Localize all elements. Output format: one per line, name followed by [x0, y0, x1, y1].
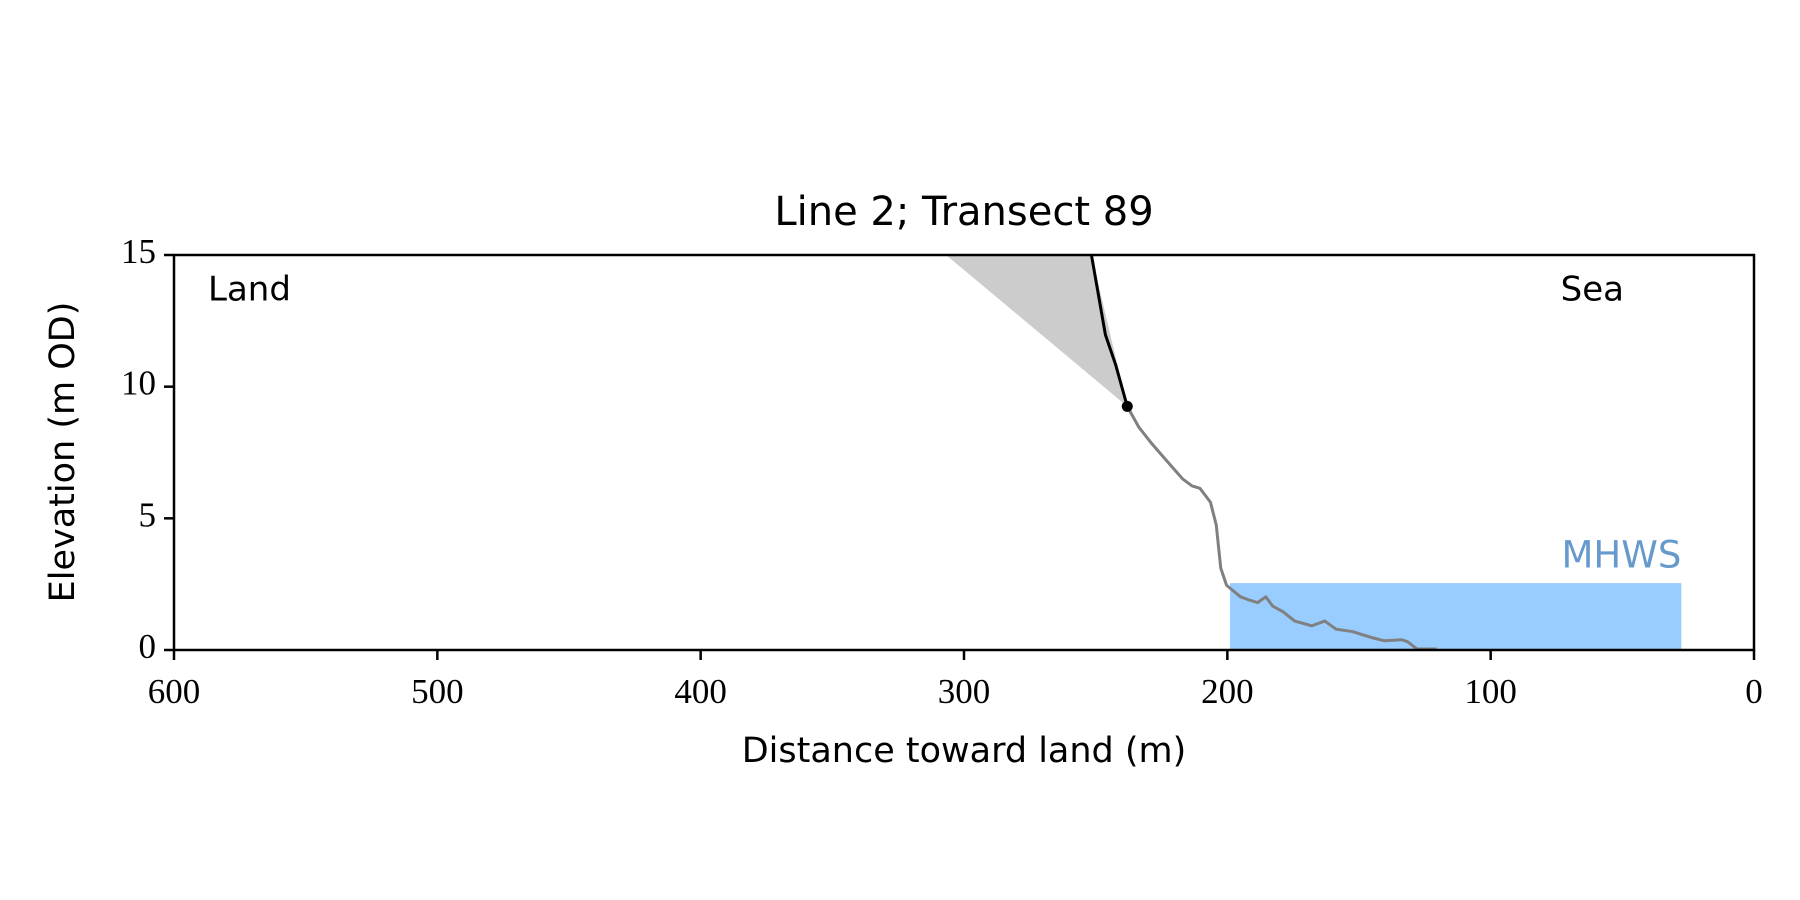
point [1121, 400, 1133, 412]
y-tick-label: 10 [121, 364, 156, 403]
y-tick-label: 0 [139, 627, 157, 666]
x-tick-label: 600 [148, 672, 201, 711]
annotation: Land [208, 270, 291, 310]
x-tick-label: 300 [938, 672, 991, 711]
x-tick-label: 500 [411, 672, 464, 711]
shaded-region [946, 255, 1128, 407]
x-tick-label: 200 [1201, 672, 1254, 711]
band-label: MHWS [1561, 534, 1681, 577]
y-tick-label: 15 [121, 232, 156, 271]
line [1125, 405, 1437, 651]
x-tick-label: 100 [1464, 672, 1517, 711]
y-tick-label: 5 [139, 495, 157, 534]
line [1089, 254, 1129, 407]
y-axis-label: Elevation (m OD) [43, 302, 83, 603]
annotation: Sea [1561, 270, 1624, 310]
band [1229, 583, 1682, 650]
chart-title: Line 2; Transect 89 [774, 189, 1153, 235]
x-axis-label: Distance toward land (m) [742, 731, 1187, 771]
x-tick-label: 400 [674, 672, 727, 711]
x-tick-label: 0 [1745, 672, 1763, 711]
